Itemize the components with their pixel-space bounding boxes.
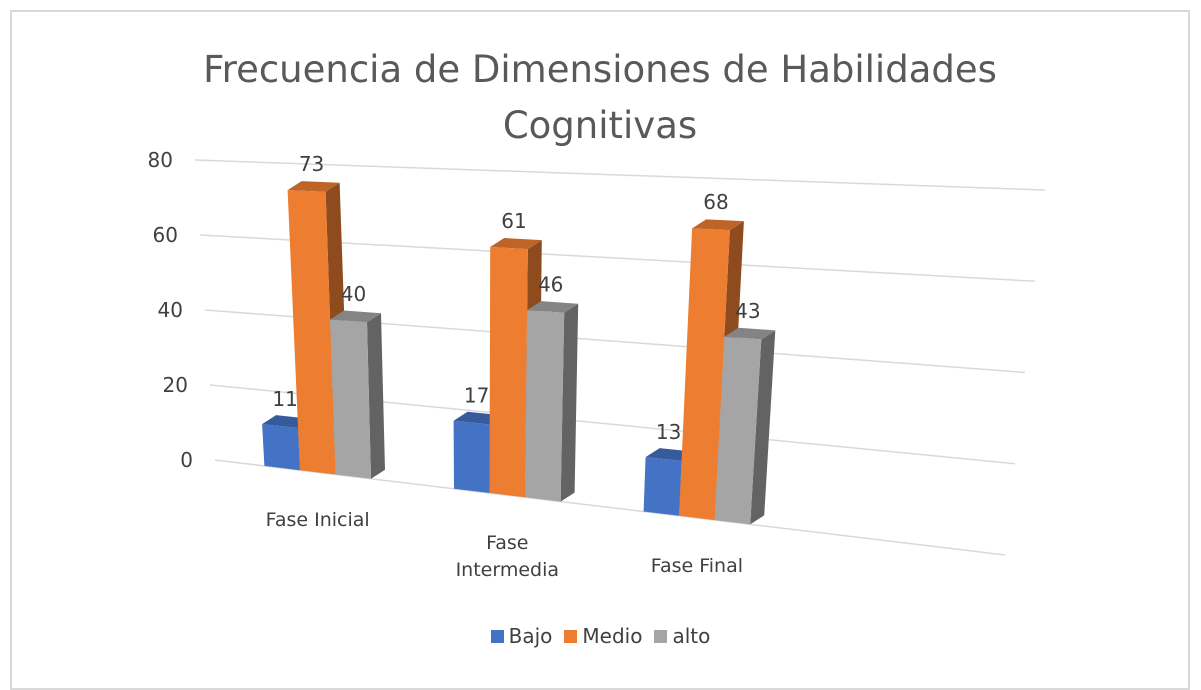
- legend-label: alto: [672, 624, 711, 648]
- legend: Bajo Medio alto: [0, 624, 1201, 648]
- legend-item: alto: [654, 624, 710, 648]
- legend-label: Bajo: [508, 624, 553, 648]
- x-tick-label: Fase Final: [650, 554, 744, 577]
- x-tick-label: Fase Intermedia: [455, 532, 560, 582]
- bar-top: [724, 327, 776, 340]
- x-tick-label: Fase Inicial: [265, 509, 370, 532]
- data-label: 11: [272, 387, 297, 411]
- grid-line: [194, 159, 1046, 191]
- bar: [330, 310, 385, 479]
- y-tick-label: 40: [158, 298, 183, 322]
- bar-top: [490, 238, 542, 250]
- y-tick-label: 60: [153, 223, 178, 247]
- data-label: 17: [464, 384, 489, 408]
- bar-front: [643, 457, 682, 516]
- data-label: 68: [703, 190, 728, 214]
- data-label: 73: [299, 152, 324, 176]
- bar-top: [527, 301, 579, 313]
- y-tick-label: 20: [163, 373, 188, 397]
- legend-item: Medio: [564, 624, 642, 648]
- bar-front: [525, 310, 565, 502]
- bar-top: [692, 219, 744, 231]
- bar-front: [330, 319, 371, 479]
- legend-label: Medio: [582, 624, 643, 648]
- data-label: 61: [501, 209, 526, 233]
- bar-front: [453, 420, 490, 493]
- data-label: 46: [538, 272, 563, 296]
- legend-swatch: [564, 630, 578, 643]
- y-tick-label: 80: [148, 148, 173, 172]
- bar: [525, 301, 579, 502]
- legend-swatch: [490, 630, 504, 643]
- bar: [714, 327, 776, 525]
- bar-side: [560, 303, 579, 502]
- bar-front: [714, 336, 762, 525]
- data-label: 13: [656, 420, 681, 444]
- data-label: 40: [341, 282, 366, 306]
- legend-item: Bajo: [490, 624, 553, 648]
- bar-top: [287, 181, 340, 192]
- y-tick-label: 0: [180, 448, 193, 472]
- bar-front: [262, 424, 300, 471]
- bar-side: [750, 330, 776, 525]
- chart-title: Frecuencia de Dimensiones de Habilidades…: [203, 48, 997, 147]
- legend-swatch: [654, 630, 668, 643]
- bar-side: [367, 313, 385, 479]
- bar-top: [330, 310, 381, 323]
- data-label: 43: [735, 299, 760, 323]
- bar-front: [287, 190, 336, 475]
- bar-front: [489, 247, 528, 498]
- bar-front: [679, 228, 730, 521]
